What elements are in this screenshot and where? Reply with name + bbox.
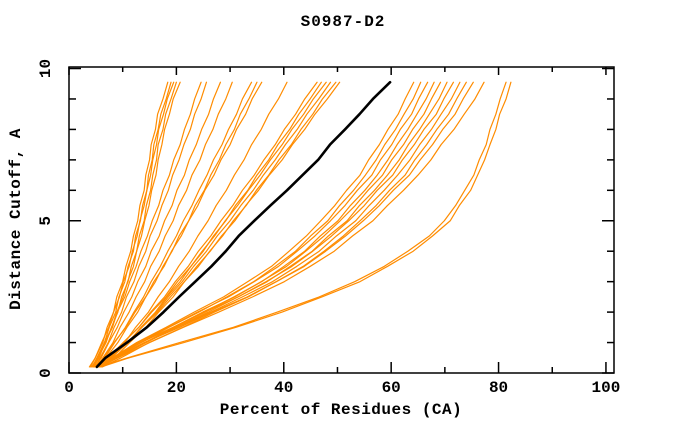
y-tick-label: 0 (37, 368, 55, 378)
plot-frame (68, 66, 615, 374)
model-curve (96, 81, 318, 368)
x-tick-label: 100 (592, 379, 621, 397)
x-tick-label: 80 (489, 379, 508, 397)
model-curve (93, 81, 263, 368)
model-curve (94, 81, 429, 368)
model-curve (88, 81, 175, 368)
model-curve (101, 81, 467, 368)
x-tick-label: 0 (64, 379, 74, 397)
page-title: S0987-D2 (300, 13, 386, 31)
x-tick-label: 20 (167, 379, 186, 397)
model-curve (97, 81, 258, 368)
model-curve (95, 81, 208, 368)
y-tick-label: 5 (37, 216, 55, 226)
model-curve (93, 81, 455, 368)
x-axis-label: Percent of Residues (CA) (219, 401, 463, 419)
model-curve (91, 81, 172, 368)
model-curve (100, 81, 512, 368)
model-curve (96, 81, 233, 368)
model-curve (94, 81, 222, 368)
model-curve (97, 81, 422, 368)
model-curve (97, 81, 507, 368)
x-tick-label: 40 (274, 379, 293, 397)
model-curve (90, 81, 181, 368)
y-axis-label: Distance Cutoff, A (7, 128, 25, 310)
model-curve (93, 81, 202, 368)
model-curve (89, 81, 169, 368)
model-curve (96, 81, 341, 368)
model-curve (94, 81, 327, 368)
highlight-curve (95, 80, 392, 369)
x-tick-label: 60 (382, 379, 401, 397)
model-curve (92, 81, 177, 368)
model-curve (97, 81, 461, 368)
model-curve (95, 81, 415, 368)
y-tick-label: 10 (37, 59, 55, 78)
model-curve (98, 81, 288, 368)
model-curve (98, 81, 485, 368)
model-curve (95, 81, 474, 368)
